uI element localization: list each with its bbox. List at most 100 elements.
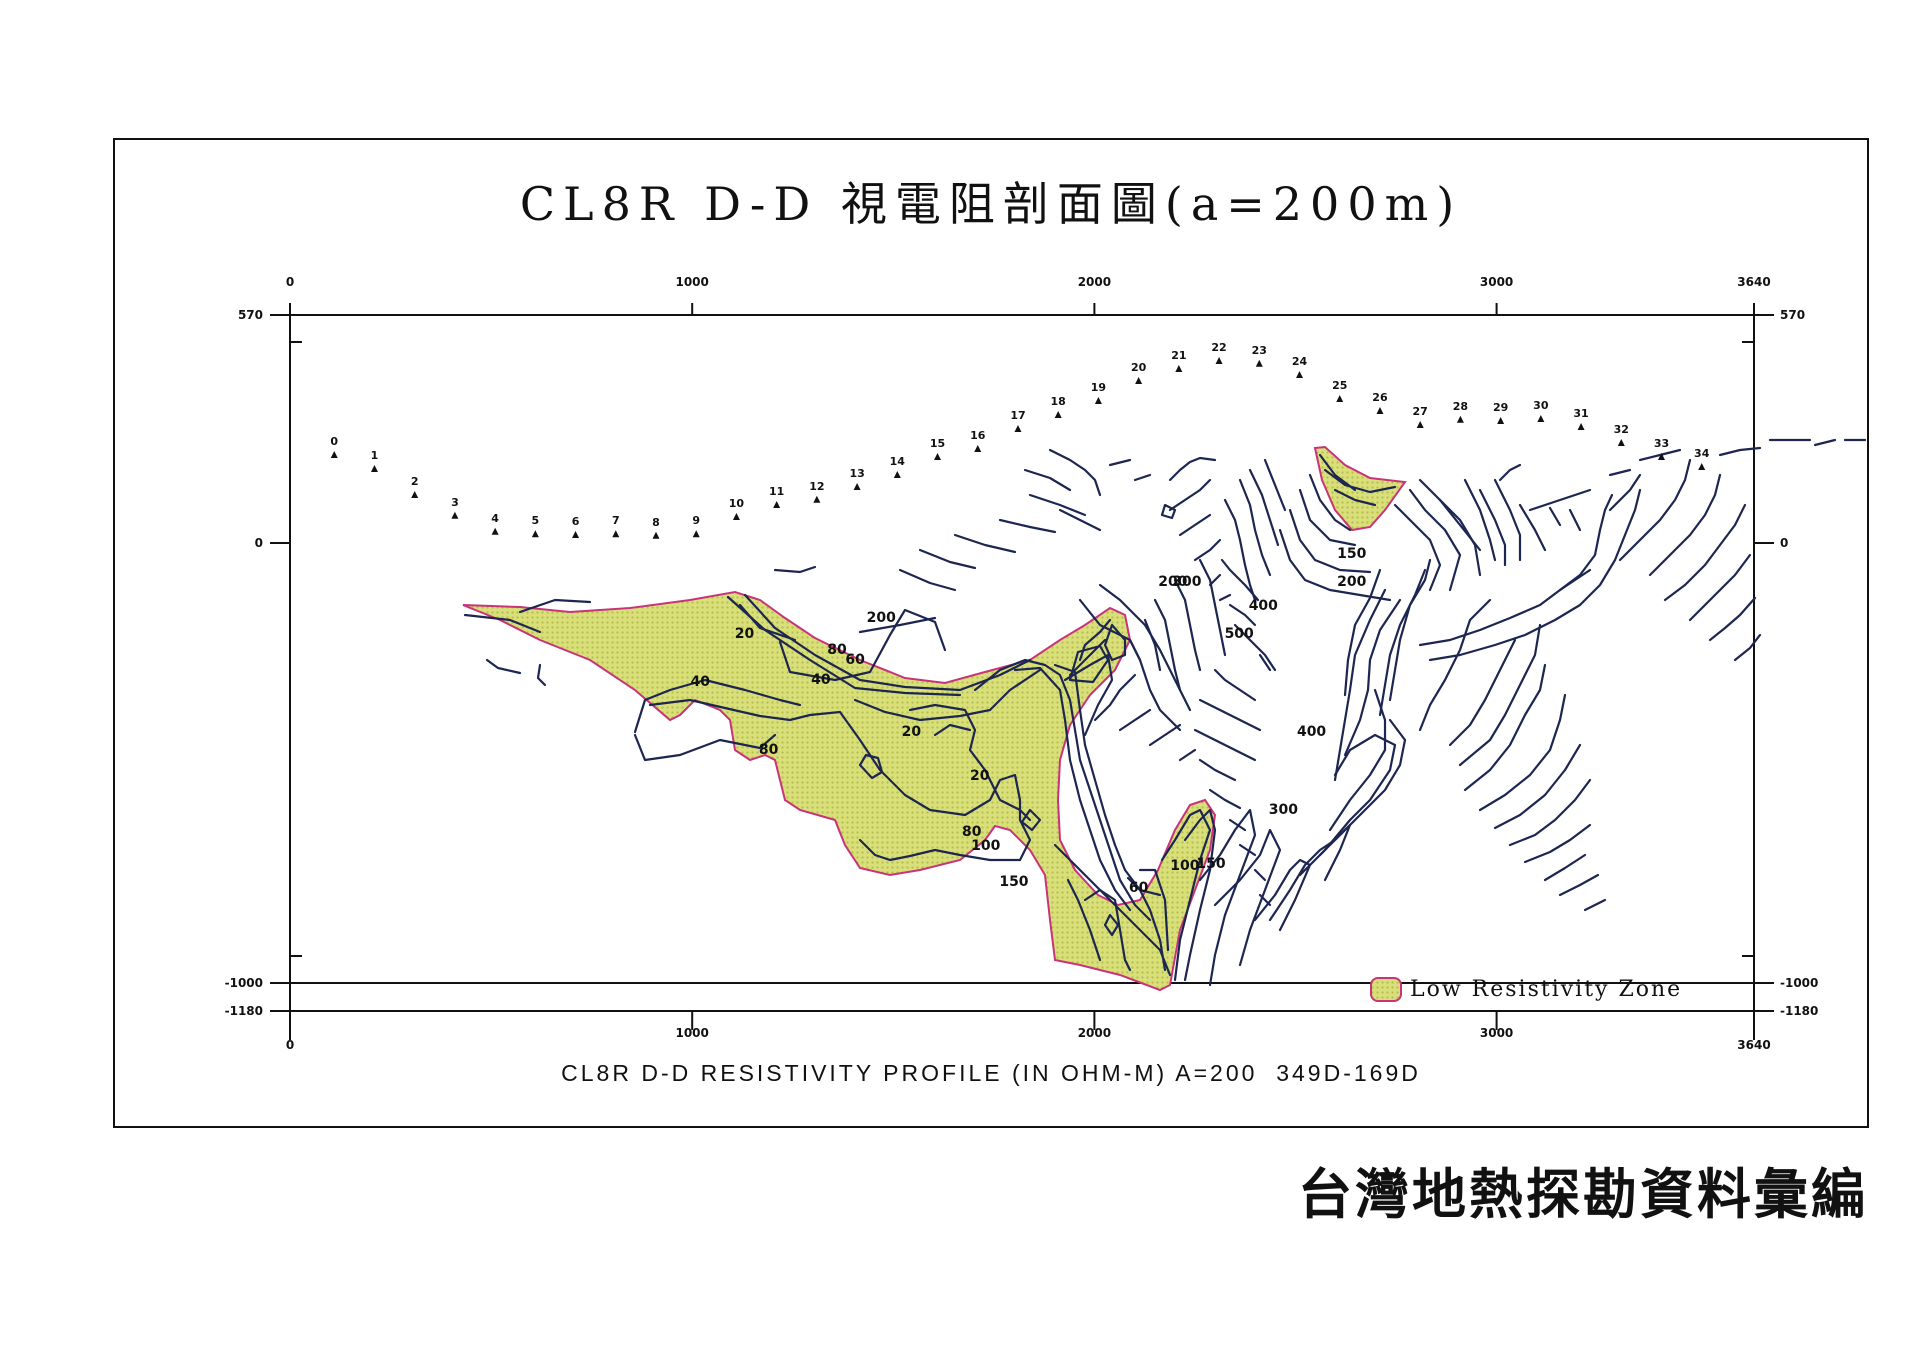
station-label: 33 [1654,437,1669,450]
x-bottom-tick-label: 3640 [1737,1038,1770,1052]
station-marker [1094,397,1102,404]
station-marker [813,495,821,503]
station-marker [1215,357,1223,364]
station-label: 32 [1614,423,1629,436]
station-marker [893,471,901,478]
station-label: 18 [1051,395,1066,408]
station-marker [1537,415,1545,422]
contour-label: 100 [971,838,1000,854]
station-label: 0 [330,435,338,448]
station-label: 12 [809,480,824,493]
station-marker [1014,425,1022,432]
contour-label: 40 [690,674,710,690]
station-marker [1336,395,1344,402]
station-marker [411,491,419,498]
station-label: 31 [1573,407,1588,420]
station-marker [1054,411,1062,418]
legend-swatch [1370,977,1402,1002]
y-right-tick-label: -1180 [1780,1004,1818,1018]
station-label: 21 [1171,349,1186,362]
station-marker [1175,365,1183,372]
station-label: 10 [729,497,745,510]
x-top-tick-label: 3640 [1737,275,1770,289]
station-label: 6 [572,515,580,528]
station-marker [1416,421,1424,428]
station-marker [330,451,338,458]
station-label: 29 [1493,401,1508,414]
contour-label: 150 [999,874,1028,890]
contour-label: 80 [962,824,982,840]
contour-label: 200 [867,610,896,626]
x-top-tick-label: 2000 [1078,275,1111,289]
x-top-tick-label: 0 [286,275,294,289]
x-top-tick-label: 1000 [675,275,708,289]
y-left-tick-label: -1180 [225,1004,263,1018]
station-marker [1296,371,1304,378]
station-marker [1255,359,1263,367]
station-label: 4 [491,512,499,525]
low-zone-main [462,590,1217,992]
contour-label: 150 [1337,546,1366,562]
station-marker [1456,415,1464,423]
contour-label: 400 [1297,724,1326,740]
contour-label: 80 [759,742,779,758]
y-right-tick-label: 570 [1780,308,1805,322]
station-label: 27 [1413,405,1428,418]
contour-label: 400 [1249,598,1278,614]
station-marker [1135,377,1143,384]
station-label: 7 [612,514,620,527]
contour-label: 80 [827,642,847,658]
station-label: 11 [769,485,784,498]
station-label: 13 [849,467,864,480]
contour-label: 60 [1129,880,1149,896]
station-marker [934,453,942,460]
station-marker [853,483,861,490]
contour-lines [463,438,1867,987]
contour-label: 500 [1225,626,1254,642]
station-label: 26 [1372,391,1388,404]
station-marker [974,445,982,452]
station-marker [652,531,660,539]
contour-label: 40 [811,672,831,688]
station-label: 8 [652,516,660,529]
station-label: 34 [1694,447,1710,460]
station-label: 5 [532,514,540,527]
contour-label: 20 [902,724,922,740]
station-label: 1 [371,449,379,462]
contour-label: 200 [1158,574,1187,590]
station-label: 17 [1010,409,1025,422]
x-top-tick-label: 3000 [1480,275,1513,289]
station-marker [1497,417,1505,424]
publisher-caption: 台灣地熱探勘資料彙編 [1298,1163,1868,1226]
station-marker [1657,453,1665,460]
station-marker [491,527,499,535]
y-right-tick-label: -1000 [1780,976,1818,990]
y-right-tick-label: 0 [1780,536,1788,550]
legend: Low Resistivity Zone [1370,977,1682,1002]
contour-label: 200 [1337,574,1366,590]
contour-label: 20 [735,626,755,642]
x-bottom-tick-label: 0 [286,1038,294,1052]
station-label: 23 [1252,344,1267,357]
station-marker [1376,407,1384,414]
y-left-tick-label: -1000 [225,976,263,990]
contour-label: 60 [845,652,865,668]
station-label: 20 [1131,361,1147,374]
station-label: 14 [890,455,906,468]
station-label: 19 [1091,381,1106,394]
x-bottom-tick-label: 1000 [675,1026,708,1040]
station-label: 30 [1533,399,1549,412]
y-left-tick-label: 0 [255,536,263,550]
station-label: 2 [411,475,419,488]
station-marker [612,530,620,538]
map-frame: CL8R D-D 視電阻剖面圖(a=200m) CL8R D-D RESISTI… [113,138,1869,1128]
x-bottom-tick-label: 3000 [1480,1026,1513,1040]
profile-subtitle: CL8R D-D RESISTIVITY PROFILE (IN OHM-M) … [561,1060,1421,1086]
station-label: 28 [1453,400,1468,413]
legend-label: Low Resistivity Zone [1410,977,1682,1002]
station-label: 3 [451,496,459,509]
station-label: 9 [692,514,700,527]
station-marker [1577,423,1585,430]
contour-label: 150 [1196,856,1225,872]
